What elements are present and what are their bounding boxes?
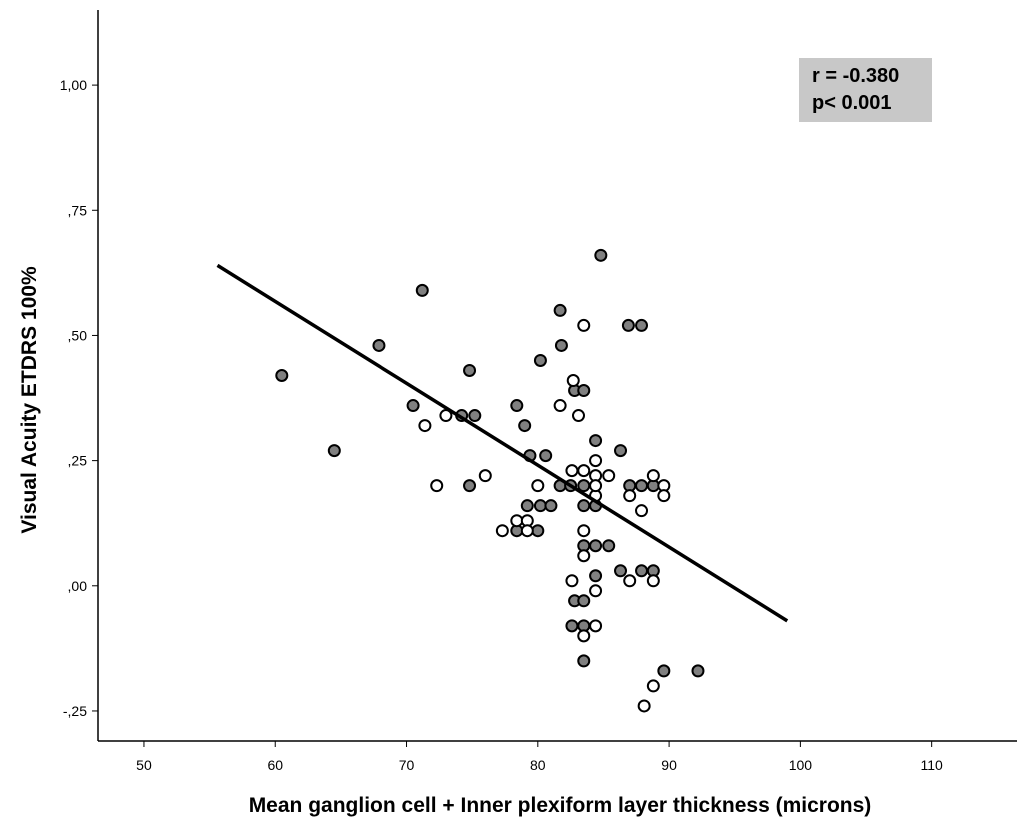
- filled-data-point: [553, 303, 567, 317]
- open-data-point: [566, 374, 580, 388]
- y-tick-label: ,25: [68, 453, 88, 469]
- filled-data-point: [468, 409, 482, 423]
- correlation-text: r = -0.380: [812, 65, 899, 87]
- open-data-point: [495, 524, 509, 538]
- open-data-point: [577, 464, 591, 478]
- y-tick-label: 1,00: [60, 77, 87, 93]
- filled-data-point: [327, 444, 341, 458]
- open-data-point: [646, 469, 660, 483]
- open-data-point: [565, 574, 579, 588]
- filled-data-point: [539, 449, 553, 463]
- open-data-point: [657, 489, 671, 503]
- filled-data-point: [415, 283, 429, 297]
- stats-annotation: r = -0.380 p< 0.001: [799, 58, 932, 122]
- axes: [97, 10, 1017, 742]
- open-data-point: [577, 629, 591, 643]
- data-points: [275, 248, 705, 713]
- open-data-point: [646, 574, 660, 588]
- filled-data-point: [463, 363, 477, 377]
- open-data-point: [531, 479, 545, 493]
- filled-data-point: [594, 248, 608, 262]
- open-data-point: [646, 679, 660, 693]
- filled-data-point: [691, 664, 705, 678]
- filled-data-point: [589, 434, 603, 448]
- y-tick-label: ,75: [68, 202, 88, 218]
- p-value-text: p< 0.001: [812, 92, 892, 114]
- open-data-point: [577, 318, 591, 332]
- regression-line: [216, 263, 789, 623]
- filled-data-point: [531, 524, 545, 538]
- y-tick-label: ,00: [68, 578, 88, 594]
- filled-data-point: [635, 564, 649, 578]
- filled-data-point: [554, 338, 568, 352]
- open-data-point: [430, 479, 444, 493]
- open-data-point: [589, 619, 603, 633]
- open-data-point: [635, 504, 649, 518]
- open-data-point: [577, 549, 591, 563]
- filled-data-point: [275, 369, 289, 382]
- filled-data-point: [621, 318, 635, 332]
- open-data-point: [589, 479, 603, 493]
- open-data-point: [510, 514, 524, 528]
- open-data-point: [478, 469, 492, 483]
- x-tick-label: 70: [399, 757, 415, 773]
- open-data-point: [553, 399, 567, 413]
- y-axis-title: Visual Acuity ETDRS 100%: [18, 266, 41, 534]
- open-data-point: [602, 469, 616, 483]
- y-tick-label: -,25: [63, 703, 87, 719]
- open-data-point: [572, 409, 586, 423]
- y-tick-label: ,50: [68, 327, 88, 343]
- filled-data-point: [577, 384, 591, 398]
- filled-data-point: [577, 594, 591, 608]
- filled-data-point: [520, 499, 534, 513]
- filled-data-point: [635, 479, 649, 493]
- filled-data-point: [533, 499, 547, 513]
- filled-data-point: [510, 399, 524, 413]
- filled-data-point: [635, 318, 649, 332]
- filled-data-point: [533, 353, 547, 367]
- x-tick-label: 60: [267, 757, 283, 773]
- open-data-point: [520, 524, 534, 538]
- filled-data-point: [589, 569, 603, 583]
- x-tick-label: 90: [661, 757, 677, 773]
- filled-data-point: [577, 654, 591, 668]
- open-data-point: [589, 584, 603, 598]
- open-data-point: [565, 464, 579, 478]
- open-data-point: [589, 454, 603, 468]
- filled-data-point: [589, 539, 603, 553]
- x-tick-label: 80: [530, 757, 546, 773]
- filled-data-point: [406, 399, 420, 413]
- filled-data-point: [544, 499, 558, 513]
- filled-data-point: [657, 664, 671, 678]
- open-data-point: [577, 524, 591, 538]
- filled-data-point: [614, 564, 628, 578]
- open-data-point: [439, 409, 453, 423]
- ticks: 50 60 70 80 90 100 110 -,25 ,00 ,25 ,50 ,75 1,00: [60, 77, 943, 773]
- filled-data-point: [372, 338, 386, 352]
- open-data-point: [623, 489, 637, 503]
- stats-box: [799, 58, 932, 122]
- filled-data-point: [463, 479, 477, 493]
- x-tick-label: 50: [136, 757, 152, 773]
- x-tick-label: 110: [921, 757, 944, 773]
- open-data-point: [637, 699, 651, 713]
- filled-data-point: [577, 499, 591, 513]
- filled-data-point: [614, 444, 628, 458]
- open-data-point: [418, 419, 432, 433]
- filled-data-point: [602, 539, 616, 553]
- x-axis-title: Mean ganglion cell + Inner plexiform lay…: [249, 794, 872, 817]
- x-tick-label: 100: [789, 757, 813, 773]
- filled-data-point: [565, 619, 579, 633]
- filled-data-point: [518, 419, 532, 433]
- open-data-point: [623, 574, 637, 588]
